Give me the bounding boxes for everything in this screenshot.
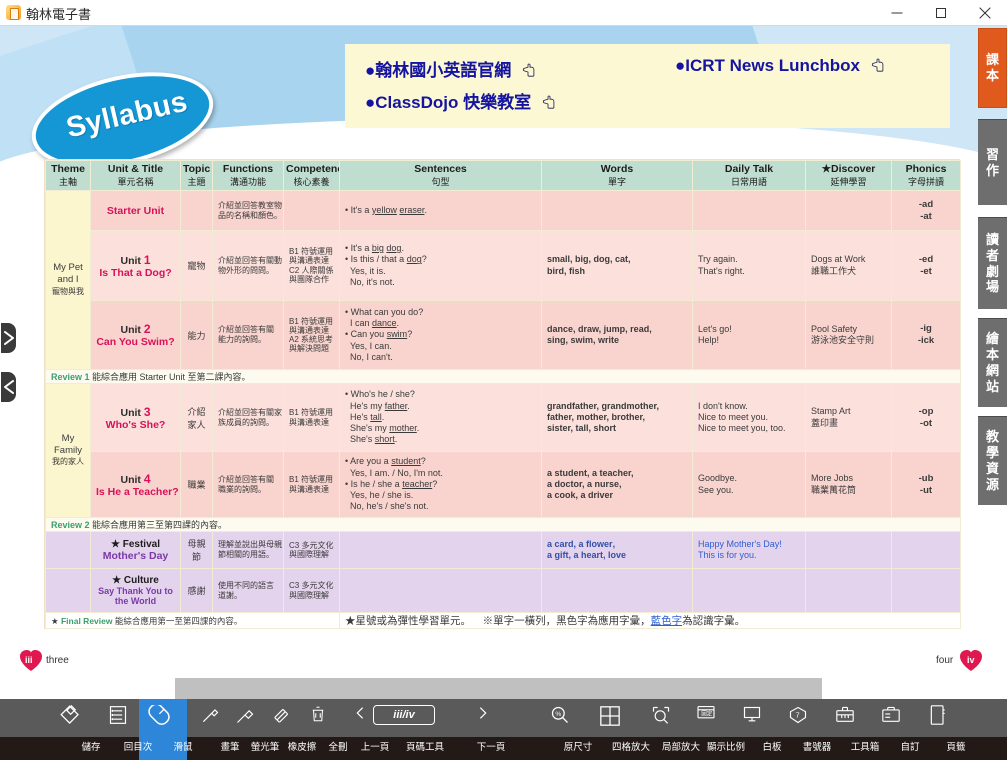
svg-text:7: 7 <box>796 711 800 720</box>
svg-text:固定: 固定 <box>701 709 713 717</box>
svg-text:%: % <box>555 711 561 718</box>
